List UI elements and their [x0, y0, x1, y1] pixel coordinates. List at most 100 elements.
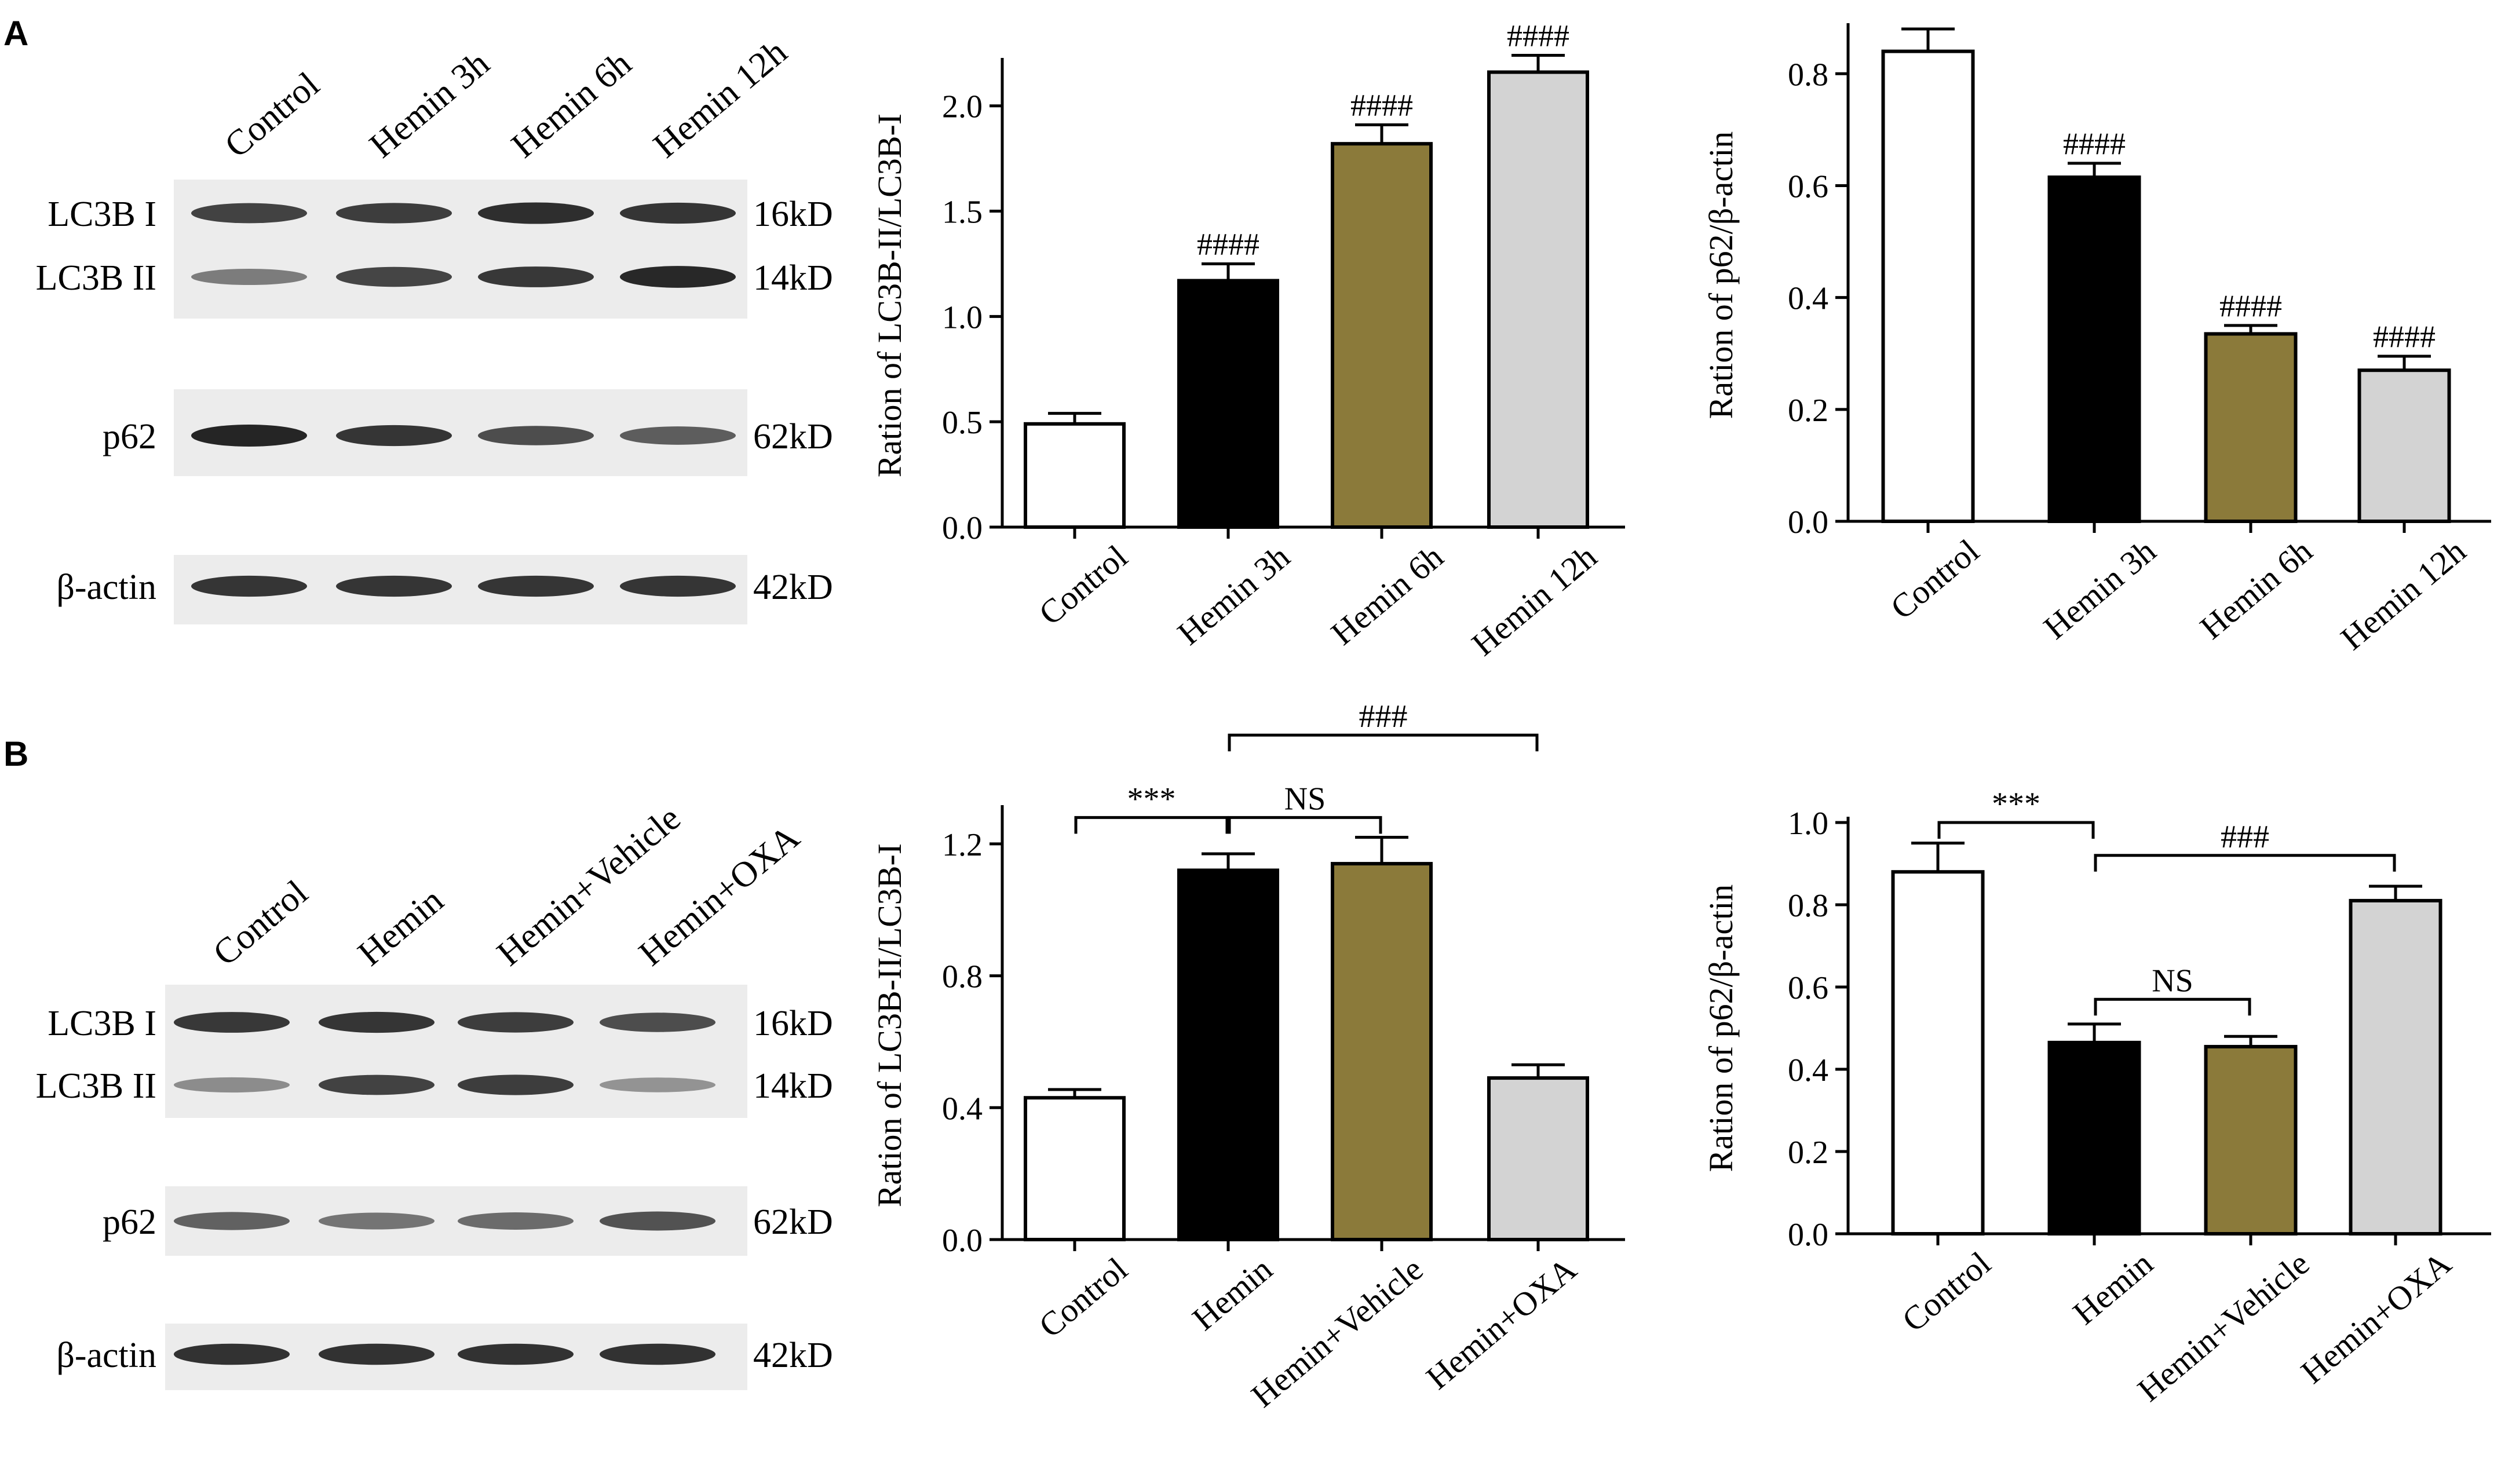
- comparison-bracket-0: [1074, 816, 1229, 834]
- lane-label-1: Hemin 3h: [362, 43, 496, 165]
- bar-0: [1024, 422, 1126, 529]
- band: [600, 1211, 715, 1231]
- x-tick-label-1: Hemin: [1185, 1250, 1280, 1337]
- band: [620, 266, 736, 288]
- band: [458, 1212, 574, 1230]
- protein-label-3: β-actin: [56, 568, 156, 607]
- bar-0: [1024, 1096, 1126, 1241]
- comparison-label-1: NS: [1284, 781, 1326, 817]
- bar-2: [1331, 142, 1433, 529]
- band: [336, 425, 452, 447]
- significance-label-2: ####: [1350, 87, 1413, 122]
- y-tick-label: 0.0: [1788, 1217, 1828, 1253]
- molecular-weight-2: 62kD: [753, 1202, 833, 1242]
- y-tick-label: 0.5: [942, 405, 983, 441]
- protein-label-3: β-actin: [56, 1336, 156, 1375]
- y-tick-label: 1.5: [942, 195, 983, 231]
- molecular-weight-1: 14kD: [753, 258, 833, 298]
- molecular-weight-3: 42kD: [753, 568, 833, 607]
- band: [620, 426, 736, 445]
- y-tick-label: 0.4: [1788, 281, 1828, 317]
- band: [174, 1077, 290, 1093]
- y-tick-label: 0.2: [1788, 393, 1828, 429]
- comparison-label-0: ***: [1127, 781, 1176, 817]
- molecular-weight-0: 16kD: [753, 195, 833, 234]
- y-axis-title: Ration of LC3B-II/LC3B-I: [871, 114, 908, 477]
- band: [478, 266, 594, 287]
- blot-strip-0: [174, 180, 747, 319]
- band: [600, 1077, 715, 1092]
- bar-0: [1891, 870, 1985, 1236]
- x-tick-label-3: Hemin 12h: [2334, 532, 2473, 657]
- bar-1: [2047, 1040, 2141, 1236]
- band: [458, 1343, 574, 1365]
- y-tick-label: 0.8: [1788, 57, 1828, 93]
- band: [191, 268, 307, 286]
- comparison-bracket-1: [1228, 816, 1382, 834]
- y-tick-label: 0.6: [1788, 970, 1828, 1006]
- comparison-label-2: NS: [2152, 963, 2193, 999]
- x-tick-label-0: Control: [1883, 532, 1987, 627]
- protein-label-0: LC3B I: [48, 195, 156, 234]
- lane-label-1: Hemin: [350, 880, 451, 974]
- band: [458, 1074, 574, 1095]
- x-tick-label-1: Hemin 3h: [2036, 532, 2163, 646]
- comparison-bracket-1: [2094, 854, 2396, 872]
- y-axis-title: Ration of p62/β-actin: [1702, 131, 1740, 419]
- x-tick-label-3: Hemin 12h: [1465, 538, 1604, 663]
- band: [620, 575, 736, 597]
- bar-2: [2204, 332, 2298, 524]
- y-tick-label: 0.0: [942, 510, 983, 546]
- y-axis-title: Ration of p62/β-actin: [1702, 884, 1740, 1172]
- x-tick-label-2: Hemin 6h: [2193, 532, 2319, 646]
- y-tick-label: 1.0: [1788, 806, 1828, 842]
- blot-strip-0: [165, 985, 747, 1118]
- bar-1: [1177, 868, 1279, 1241]
- band: [336, 575, 452, 597]
- bar-3: [1487, 1076, 1589, 1241]
- significance-label-1: ####: [2063, 126, 2126, 161]
- y-tick-label: 0.6: [1788, 169, 1828, 204]
- band: [620, 202, 736, 224]
- x-tick-label-2: Hemin+Vehicle: [2130, 1244, 2316, 1409]
- y-tick-label: 0.8: [942, 959, 983, 995]
- significance-label-2: ####: [2219, 288, 2282, 323]
- band: [174, 1212, 290, 1230]
- band: [319, 1074, 435, 1095]
- y-tick-label: 0.4: [1788, 1052, 1828, 1088]
- bar-2: [1331, 862, 1433, 1241]
- band: [478, 202, 594, 224]
- bar-2: [2204, 1044, 2298, 1236]
- molecular-weight-3: 42kD: [753, 1336, 833, 1375]
- band: [478, 575, 594, 597]
- y-tick-label: 1.0: [942, 299, 983, 335]
- protein-label-2: p62: [103, 417, 156, 456]
- bar-3: [2357, 368, 2451, 523]
- x-tick-label-1: Hemin 3h: [1170, 538, 1297, 652]
- x-tick-label-0: Control: [1895, 1244, 1998, 1339]
- x-tick-label-2: Hemin 6h: [1324, 538, 1450, 652]
- molecular-weight-0: 16kD: [753, 1004, 833, 1043]
- x-tick-label-1: Hemin: [2066, 1244, 2160, 1332]
- protein-label-0: LC3B I: [48, 1004, 156, 1043]
- bar-1: [2047, 175, 2141, 524]
- bar-0: [1881, 49, 1975, 524]
- panel-b: B Control Hemin Hemin+VehicleHemin+OXALC3B…: [3, 699, 2491, 1414]
- x-tick-label-0: Control: [1032, 1250, 1135, 1345]
- band: [191, 203, 307, 224]
- y-tick-label: 1.2: [942, 827, 983, 863]
- molecular-weight-1: 14kD: [753, 1066, 833, 1106]
- band: [174, 1343, 290, 1365]
- band: [191, 425, 307, 447]
- y-tick-label: 0.0: [1788, 505, 1828, 540]
- band: [336, 266, 452, 287]
- band: [319, 1212, 435, 1230]
- band: [600, 1343, 715, 1365]
- lane-label-3: Hemin 12h: [646, 32, 794, 165]
- y-tick-label: 0.8: [1788, 888, 1828, 924]
- band: [174, 1012, 290, 1033]
- y-tick-label: 0.2: [1788, 1135, 1828, 1171]
